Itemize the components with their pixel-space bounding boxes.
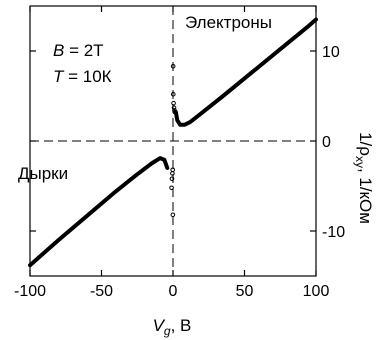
t-symbol: T <box>53 67 65 86</box>
x-axis-symbol: V <box>153 316 166 335</box>
data-point-marker <box>169 176 175 182</box>
x-tick-label: -100 <box>14 283 46 300</box>
y-axis-unit: , 1/кОм <box>356 168 375 224</box>
series-line-2 <box>173 17 318 127</box>
holes-label: Дырки <box>18 164 68 183</box>
reference-lines <box>30 6 316 276</box>
data-point-marker <box>172 109 178 115</box>
x-tick-label: 50 <box>236 283 254 300</box>
y-axis-subscript: xy <box>353 156 367 168</box>
x-tick-label: 100 <box>303 283 330 300</box>
data-point-marker <box>169 185 174 191</box>
series-line-1 <box>28 156 170 268</box>
electrons-label: Электроны <box>185 13 272 32</box>
b-symbol: B <box>53 41 64 60</box>
temperature-label: T = 10К <box>53 67 112 86</box>
b-value: = 2Т <box>64 41 103 60</box>
data-series <box>28 17 318 268</box>
y-tick-label: 0 <box>322 134 331 151</box>
data-point-marker <box>170 64 176 69</box>
x-axis-subscript: g <box>164 324 171 338</box>
y-axis-main: 1/ρ <box>356 132 375 156</box>
magnetic-field-label: B = 2Т <box>53 41 104 60</box>
data-point-marker <box>171 100 176 106</box>
x-tick-label: 0 <box>169 283 178 300</box>
t-value: = 10К <box>63 67 111 86</box>
y-tick-label: -10 <box>322 224 345 241</box>
x-axis-unit: , В <box>171 316 192 335</box>
data-point-marker <box>170 91 176 97</box>
x-axis-label: Vg, В <box>153 316 192 338</box>
data-point-marker <box>171 105 177 110</box>
y-tick-label: 10 <box>322 44 340 61</box>
y-axis-label: 1/ρxy, 1/кОм <box>353 132 375 224</box>
x-tick-label: -50 <box>90 283 113 300</box>
data-point-marker <box>170 212 176 218</box>
data-point-marker <box>170 171 175 176</box>
